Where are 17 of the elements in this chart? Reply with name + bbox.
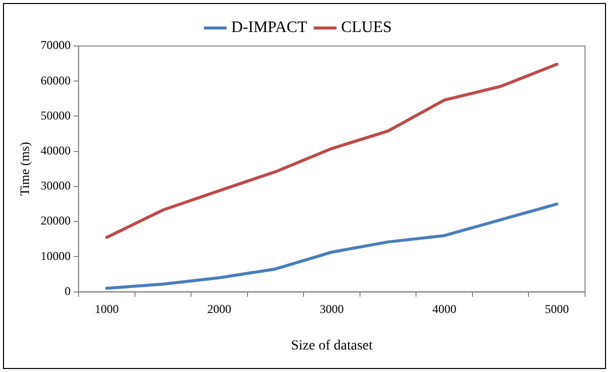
legend-label: CLUES — [341, 19, 392, 36]
y-tick-label: 60000 — [40, 73, 71, 88]
y-tick-label: 50000 — [40, 108, 71, 122]
y-tick-label: 10000 — [40, 248, 71, 263]
x-tick-label: 3000 — [320, 302, 344, 316]
x-tick-label: 1000 — [94, 302, 119, 316]
y-tick-label: 0 — [64, 284, 71, 298]
x-tick-label: 2000 — [207, 302, 232, 316]
y-axis-title: Time (ms) — [17, 142, 32, 196]
y-tick-label: 30000 — [40, 178, 71, 193]
y-tick-label: 40000 — [40, 144, 71, 158]
y-tick-label: 70000 — [40, 38, 71, 52]
x-tick-label: 4000 — [432, 302, 456, 316]
y-tick-label: 20000 — [40, 214, 71, 228]
x-tick-label: 5000 — [544, 302, 569, 316]
x-axis-title: Size of dataset — [290, 338, 373, 354]
legend-label: D-IMPACT — [231, 19, 308, 36]
